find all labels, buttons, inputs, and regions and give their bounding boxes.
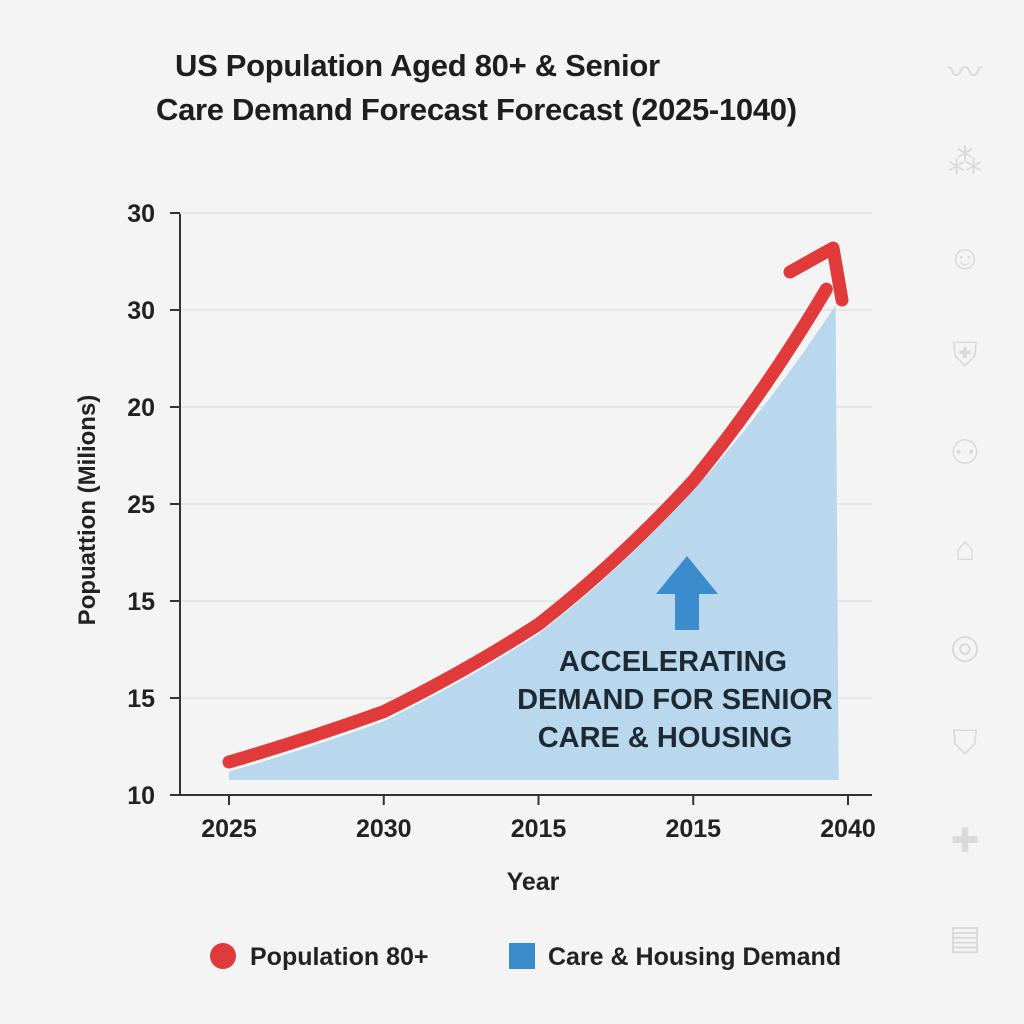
x-axis-label: Year [507, 868, 560, 896]
y-tick-label: 25 [127, 491, 155, 519]
y-tick-label: 30 [127, 297, 155, 325]
y-tick-label: 10 [127, 782, 155, 810]
annotation-up-arrow-icon [656, 556, 718, 630]
legend-label-demand: Care & Housing Demand [548, 943, 841, 971]
y-tick-label: 15 [127, 588, 155, 616]
legend-marker-demand [509, 943, 535, 969]
legend-marker-population [210, 943, 236, 969]
x-tick-label: 2015 [511, 815, 567, 843]
chart-title-line1: US Population Aged 80+ & Senior [175, 48, 660, 83]
side-icons: 〰 ⁂ ☺ ⛨ ⚇ ⌂ ◎ ⛉ ✚ ▤ [940, 45, 990, 1015]
x-tick-label: 2030 [356, 815, 412, 843]
x-tick-label: 2015 [665, 815, 721, 843]
shield-cross-icon: ⛨ [952, 336, 978, 374]
arrow-head [783, 241, 849, 307]
x-tick-label: 2040 [820, 815, 876, 843]
annotation-text: CARE & HOUSING [538, 722, 793, 754]
legend-label-population: Population 80+ [250, 943, 429, 971]
hospital-icon: ⌂ [954, 530, 976, 568]
family-icon: ⚇ [949, 434, 981, 472]
y-tick-label: 30 [127, 200, 155, 228]
annotation-text: ACCELERATING [559, 646, 787, 678]
chart-title-line2: Care Demand Forecast Forecast (2025-1040… [156, 92, 797, 127]
x-tick-label: 2025 [201, 815, 257, 843]
y-tick-label: 15 [127, 685, 155, 713]
y-axis-label: Popuattion (Milions) [74, 395, 101, 626]
y-tick-label: 20 [127, 394, 155, 422]
line-population-80-plus [222, 282, 833, 769]
person-icon: ☺ [947, 239, 983, 277]
shield-plus-icon: ⛉ [952, 724, 978, 762]
people-network-icon: ⁂ [948, 143, 982, 181]
annotation-text: DEMAND FOR SENIOR [517, 684, 833, 716]
calendar-icon: ▤ [948, 919, 982, 957]
globe-icon: ◎ [950, 628, 980, 666]
heartbeat-icon: 〰 [948, 54, 982, 92]
area-care-housing-demand [229, 305, 839, 780]
medical-kit-icon: ✚ [950, 822, 980, 860]
